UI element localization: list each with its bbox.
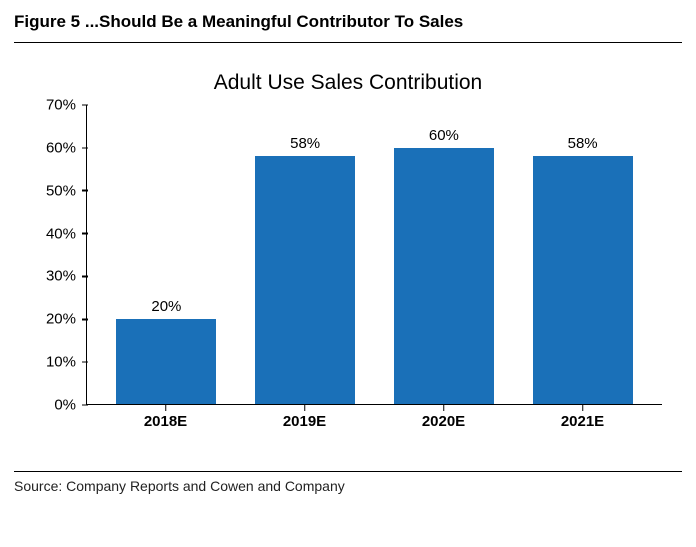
y-tick-label: 70%	[46, 97, 82, 114]
bar-plot: 0%10%20%30%40%50%60%70% 20%58%60%58% 201…	[86, 105, 662, 435]
y-tick: 70%	[34, 97, 82, 114]
bar-value-label: 60%	[429, 127, 459, 144]
x-label-wrap: 2020E	[374, 405, 513, 435]
bar	[255, 156, 355, 404]
x-tick-mark	[443, 405, 445, 411]
bar-wrap: 58%	[236, 105, 375, 404]
y-tick: 30%	[34, 268, 82, 285]
bar-value-label: 58%	[568, 135, 598, 152]
x-label-wrap: 2018E	[96, 405, 235, 435]
y-tick-label: 40%	[46, 225, 82, 242]
y-tick: 40%	[34, 225, 82, 242]
y-tick: 50%	[34, 182, 82, 199]
x-label-wrap: 2021E	[513, 405, 652, 435]
bar	[116, 319, 216, 404]
y-tick-label: 20%	[46, 311, 82, 328]
y-tick: 20%	[34, 311, 82, 328]
y-tick: 0%	[34, 397, 82, 414]
rule-top	[14, 42, 682, 43]
y-tick: 10%	[34, 354, 82, 371]
figure-title: Figure 5 ...Should Be a Meaningful Contr…	[0, 0, 696, 42]
plot-inner: 20% 58% 60% 58%	[86, 105, 662, 405]
y-tick-label: 10%	[46, 354, 82, 371]
bar-wrap: 58%	[513, 105, 652, 404]
y-tick-label: 0%	[54, 397, 82, 414]
bars-container: 20% 58% 60% 58%	[87, 105, 662, 404]
x-tick-mark	[582, 405, 584, 411]
y-tick: 60%	[34, 139, 82, 156]
bar	[533, 156, 633, 404]
bar-wrap: 20%	[97, 105, 236, 404]
x-tick-mark	[304, 405, 306, 411]
x-label-wrap: 2019E	[235, 405, 374, 435]
y-axis: 0%10%20%30%40%50%60%70%	[34, 105, 82, 405]
x-axis: 2018E2019E2020E2021E	[86, 405, 662, 435]
bar-value-label: 58%	[290, 135, 320, 152]
y-tick-label: 60%	[46, 139, 82, 156]
chart-title: Adult Use Sales Contribution	[14, 71, 682, 95]
bar	[394, 148, 494, 404]
x-tick-mark	[165, 405, 167, 411]
y-tick-label: 30%	[46, 268, 82, 285]
y-tick-label: 50%	[46, 182, 82, 199]
bar-value-label: 20%	[151, 298, 181, 315]
chart-area: Adult Use Sales Contribution 0% 10% 20% 30%…	[14, 71, 682, 471]
bar-wrap: 60%	[375, 105, 514, 404]
source-line: Source: Company Reports and Cowen and Co…	[0, 472, 696, 494]
